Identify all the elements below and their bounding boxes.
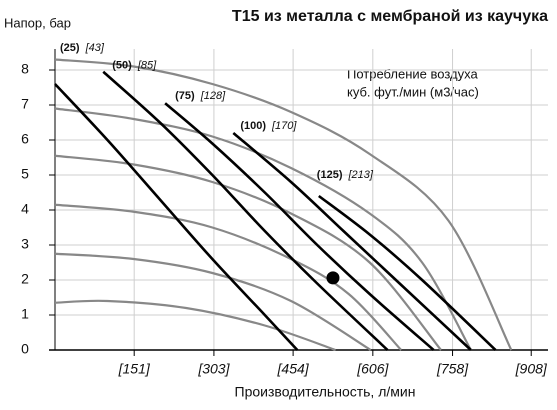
legend-title: Потребление воздуха	[347, 66, 478, 81]
curve	[232, 132, 472, 351]
curve-label-metric: [213]	[347, 169, 373, 181]
y-tick-label: 3	[21, 236, 29, 252]
y-tick-label: 1	[21, 306, 29, 322]
curve	[318, 194, 497, 351]
curve	[54, 299, 336, 352]
y-tick-label: 8	[21, 61, 29, 77]
curve-label: (100)	[240, 120, 266, 132]
curve	[54, 83, 299, 351]
curve	[54, 203, 402, 351]
operating-point	[326, 271, 340, 285]
curve-label: (25)	[60, 42, 80, 54]
curve	[54, 154, 442, 351]
x-axis-label: Производительность, л/мин	[235, 384, 416, 400]
y-tick-label: 4	[21, 201, 29, 217]
curve	[54, 252, 372, 351]
x-tick-label: [151]	[118, 361, 151, 377]
y-tick-label: 6	[21, 131, 29, 147]
y-tick-label: 5	[21, 166, 29, 182]
x-tick-label: [454]	[277, 361, 310, 377]
x-tick-label: [606]	[356, 361, 389, 377]
y-tick-label: 7	[21, 96, 29, 112]
y-axis-label: Напор, бар	[4, 15, 71, 30]
y-tick-label: 2	[21, 271, 29, 287]
x-tick-label: [758]	[436, 361, 469, 377]
y-tick-label: 0	[21, 341, 29, 357]
x-tick-label: [303]	[197, 361, 230, 377]
curve	[54, 58, 513, 351]
curve-label-metric: [85]	[137, 60, 157, 72]
curve	[102, 70, 389, 351]
curve-label-metric: [170]	[271, 120, 297, 132]
curve-label: (125)	[317, 169, 343, 181]
curve-label: (50)	[112, 60, 132, 72]
chart-title: T15 из металла с мембраной из каучука	[232, 8, 548, 25]
x-tick-label: [908]	[515, 361, 548, 377]
legend-title: куб. фут./мин (м3/час)	[347, 84, 479, 99]
curve-label-metric: [43]	[85, 42, 105, 54]
curve	[164, 102, 435, 351]
curve	[54, 107, 472, 351]
curve-label-metric: [128]	[200, 90, 226, 102]
curve-label: (75)	[175, 90, 195, 102]
